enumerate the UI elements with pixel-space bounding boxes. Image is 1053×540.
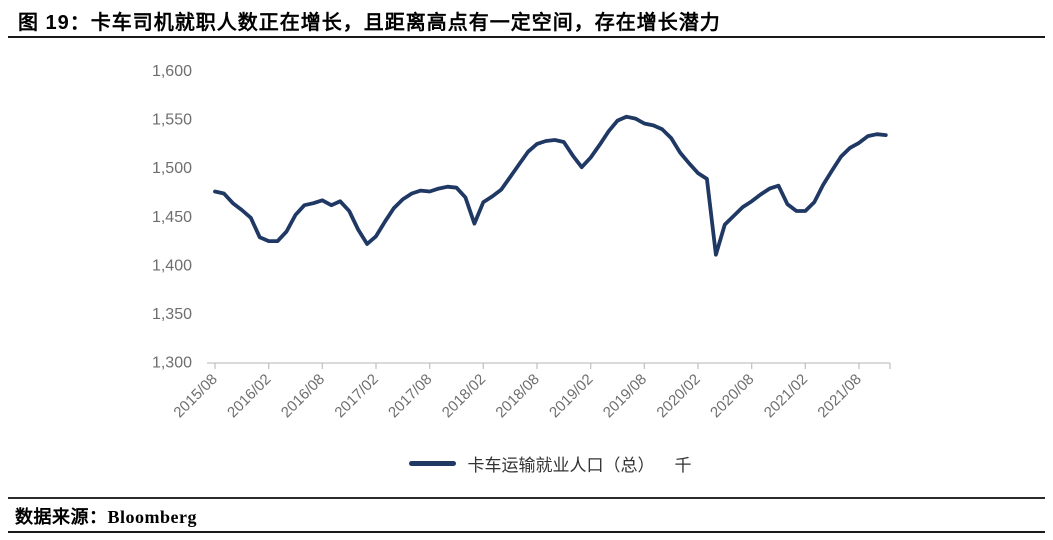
figure-title: 图 19：卡车司机就职人数正在增长，且距离高点有一定空间，存在增长潜力: [18, 12, 721, 34]
x-axis-tick-label: 2020/08: [707, 371, 757, 421]
y-axis-tick-label: 1,550: [152, 112, 192, 129]
y-axis-tick-label: 1,500: [152, 160, 192, 177]
y-axis-tick-label: 1,600: [152, 63, 192, 80]
x-axis-tick-label: 2015/08: [170, 371, 220, 421]
chart-legend: 卡车运输就业人口（总） 千: [210, 451, 890, 476]
x-axis-tick-label: 2020/02: [653, 371, 703, 421]
data-source-label: 数据来源：Bloomberg: [15, 507, 197, 527]
y-axis-tick-label: 1,400: [152, 257, 192, 274]
legend-unit-label: 千: [674, 456, 692, 475]
x-axis-tick-label: 2018/02: [439, 371, 489, 421]
y-axis-tick-label: 1,300: [152, 355, 192, 372]
x-axis-tick-label: 2016/02: [224, 371, 274, 421]
title-divider: [8, 36, 1045, 38]
x-axis-tick-label: 2019/02: [546, 371, 596, 421]
legend-series-label: 卡车运输就业人口（总）: [467, 456, 655, 475]
x-axis-tick-label: 2017/02: [331, 371, 381, 421]
employment-line-chart: 1,600 1,550 1,500 1,450 1,400 1,350 1,3002015/…: [152, 63, 891, 421]
y-axis-tick-label: 1,350: [152, 306, 192, 323]
x-axis-tick-label: 2016/08: [278, 371, 328, 421]
x-axis-tick-label: 2018/08: [492, 371, 542, 421]
x-axis-tick-label: 2019/08: [600, 371, 650, 421]
legend-line-swatch: [408, 461, 456, 466]
footer-divider-bottom: [8, 531, 1045, 533]
employment-line-series: [213, 114, 888, 257]
footer-divider-top: [8, 497, 1045, 499]
x-axis-tick-label: 2021/02: [761, 371, 811, 421]
x-axis-tick-label: 2021/08: [814, 371, 864, 421]
x-axis-tick-label: 2017/08: [385, 371, 435, 421]
y-axis-tick-label: 1,450: [152, 209, 192, 226]
